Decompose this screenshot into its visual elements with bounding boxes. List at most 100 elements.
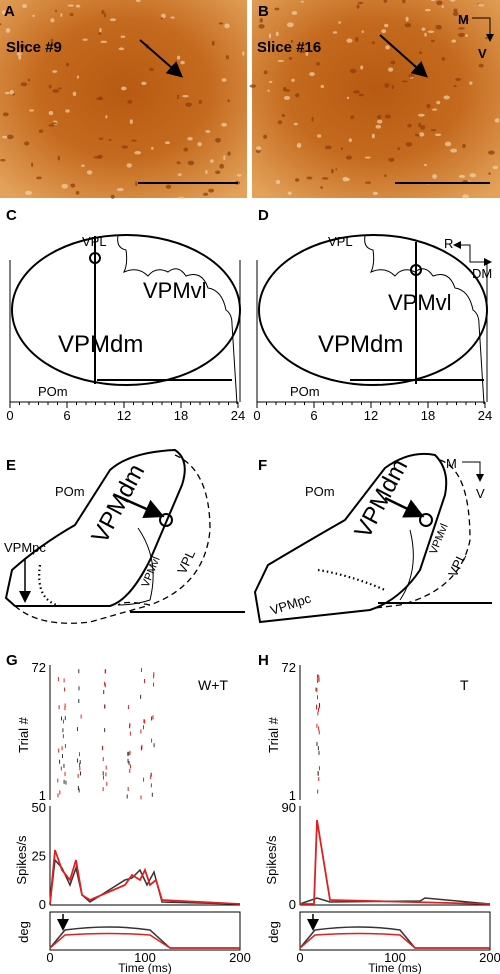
cell [458, 14, 463, 19]
cell [76, 75, 79, 79]
cell [290, 39, 294, 43]
cell [0, 23, 2, 26]
cell [388, 157, 395, 162]
cell [2, 112, 9, 117]
cell [129, 119, 133, 124]
deg-box [299, 911, 491, 951]
region-label: POm [55, 484, 85, 499]
photo-a [0, 0, 247, 198]
cell [182, 94, 189, 98]
tick-label: 0 [289, 897, 296, 912]
cell [441, 56, 446, 61]
cell [364, 156, 371, 159]
cell [408, 73, 415, 78]
arrow [379, 34, 428, 78]
cell [345, 155, 352, 160]
cell [298, 49, 306, 54]
cell [205, 170, 208, 175]
cell [317, 134, 322, 138]
axis-label: deg [16, 921, 31, 943]
cell [120, 35, 126, 38]
cell [295, 178, 300, 182]
cell [60, 13, 63, 17]
cell [75, 190, 80, 195]
cell [346, 96, 350, 99]
cell [51, 122, 57, 125]
cell [311, 116, 314, 122]
cell [288, 56, 293, 60]
cell [52, 89, 60, 93]
cell [402, 0, 406, 4]
deg-trace [49, 932, 240, 949]
psth-trace [49, 849, 241, 905]
cell [267, 89, 270, 92]
cell [384, 23, 389, 28]
tick-label: 200 [479, 950, 500, 965]
cell [205, 129, 211, 133]
photo-b [252, 0, 500, 198]
deg-box [49, 911, 241, 951]
cell [165, 184, 172, 189]
orientation-arrow [472, 17, 494, 42]
cell [309, 72, 315, 77]
cell [418, 122, 421, 128]
tick-label: 0 [46, 950, 53, 965]
cell [255, 146, 262, 151]
cell [296, 142, 302, 148]
cell [405, 142, 413, 147]
cell [22, 3, 28, 8]
cell [1, 10, 6, 15]
cell [258, 24, 265, 29]
cell [274, 7, 280, 11]
cell [268, 33, 272, 39]
cell [458, 174, 466, 178]
cell [488, 172, 491, 176]
cell [177, 173, 182, 177]
cell [463, 17, 469, 22]
cell [432, 108, 438, 111]
cell [436, 100, 441, 105]
tick-label: 18 [421, 408, 435, 423]
axis-label: Time (ms) [118, 961, 172, 974]
region-label: VPMdm [58, 331, 143, 358]
cell [0, 158, 6, 162]
cell [161, 13, 166, 19]
cell [218, 22, 224, 25]
panel-c [9, 234, 241, 405]
cell [48, 84, 52, 89]
cell [52, 70, 58, 73]
deg-trace [299, 926, 490, 949]
tick-label: 0 [253, 408, 260, 423]
cell [286, 22, 294, 28]
cell [177, 196, 185, 200]
cell [48, 111, 54, 116]
cell [268, 80, 273, 83]
caption: Slice #16 [257, 39, 321, 56]
cell [338, 21, 342, 24]
cell [342, 176, 348, 182]
cell [430, 0, 436, 2]
cell [441, 5, 445, 8]
cell [120, 86, 127, 91]
cell [418, 51, 423, 55]
cell [492, 165, 498, 170]
cell [16, 52, 22, 56]
tick-label: 90 [282, 800, 296, 815]
cell [134, 151, 142, 155]
cell [141, 81, 147, 86]
cell [131, 139, 138, 142]
panel-label: C [6, 207, 17, 224]
cell [407, 123, 412, 128]
cell [462, 180, 469, 183]
cell [291, 10, 298, 15]
cell [98, 137, 104, 140]
cell [110, 194, 115, 199]
cell [372, 191, 379, 196]
cell [381, 29, 387, 34]
cell [25, 190, 32, 196]
cell [66, 62, 70, 67]
cell [432, 173, 438, 179]
cell [478, 3, 485, 7]
cell [187, 160, 195, 166]
cell [118, 47, 125, 51]
